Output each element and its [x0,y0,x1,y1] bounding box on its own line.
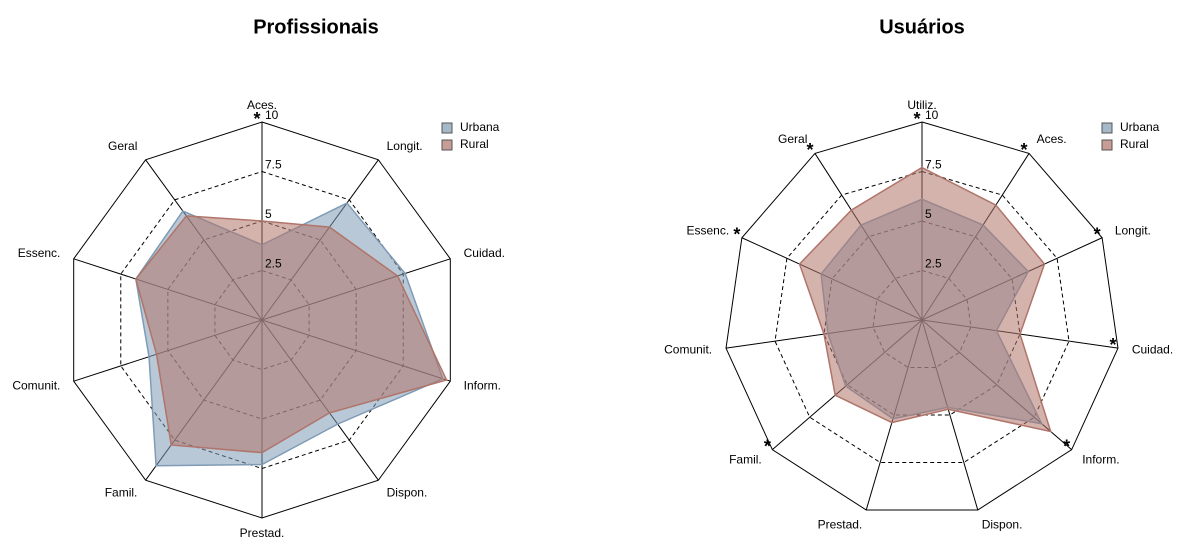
r-tick-label: 5 [925,207,932,221]
significance-mark: * [733,224,740,244]
significance-mark: * [1109,335,1116,355]
r-tick-label: 2.5 [925,257,942,271]
legend-swatch [441,122,453,134]
category-label: Geral [778,132,807,146]
legend-swatch [1101,122,1113,134]
category-label: Comunit. [664,343,712,357]
category-label: Comunit. [12,378,60,392]
significance-mark: * [806,140,813,160]
significance-mark: * [913,109,920,129]
legend-label: Rural [1120,137,1149,151]
r-tick-label: 7.5 [925,158,942,172]
category-label: Longit. [1115,223,1151,237]
r-tick-label: 2.5 [265,257,282,271]
significance-mark: * [1021,140,1028,160]
category-label: Dispon. [982,518,1023,532]
significance-mark: * [764,436,771,456]
legend-swatch [1101,139,1113,151]
significance-mark: * [1094,224,1101,244]
legend-label: Urbana [460,120,500,134]
category-label: Inform. [464,378,501,392]
category-label: Utiliz. [907,98,936,112]
category-label: Essenc. [686,223,729,237]
r-tick-label: 10 [265,108,279,122]
category-label: Famil. [105,485,138,499]
series-area [798,166,1052,433]
series-area [135,215,448,454]
category-label: Cuidad. [464,246,505,260]
category-label: Cuidad. [1132,343,1173,357]
significance-mark: * [253,109,260,129]
category-label: Essenc. [18,246,61,260]
legend-swatch [441,139,453,151]
category-label: Geral [108,139,137,153]
category-label: Aces. [1037,132,1067,146]
r-tick-label: 7.5 [265,158,282,172]
grid-ring [725,121,1119,511]
category-label: Dispon. [387,485,428,499]
category-label: Prestad. [818,518,863,532]
category-label: Prestad. [240,526,285,540]
legend-label: Urbana [1120,120,1160,134]
r-tick-label: 10 [925,108,939,122]
category-label: Famil. [729,452,762,466]
category-label: Longit. [387,139,423,153]
significance-mark: * [1063,436,1070,456]
legend-label: Rural [460,137,489,151]
chart-title: Usuários [879,16,965,38]
category-label: Aces. [247,98,277,112]
chart-title: Profissionais [253,16,379,38]
r-tick-label: 5 [265,207,272,221]
category-label: Inform. [1082,452,1119,466]
